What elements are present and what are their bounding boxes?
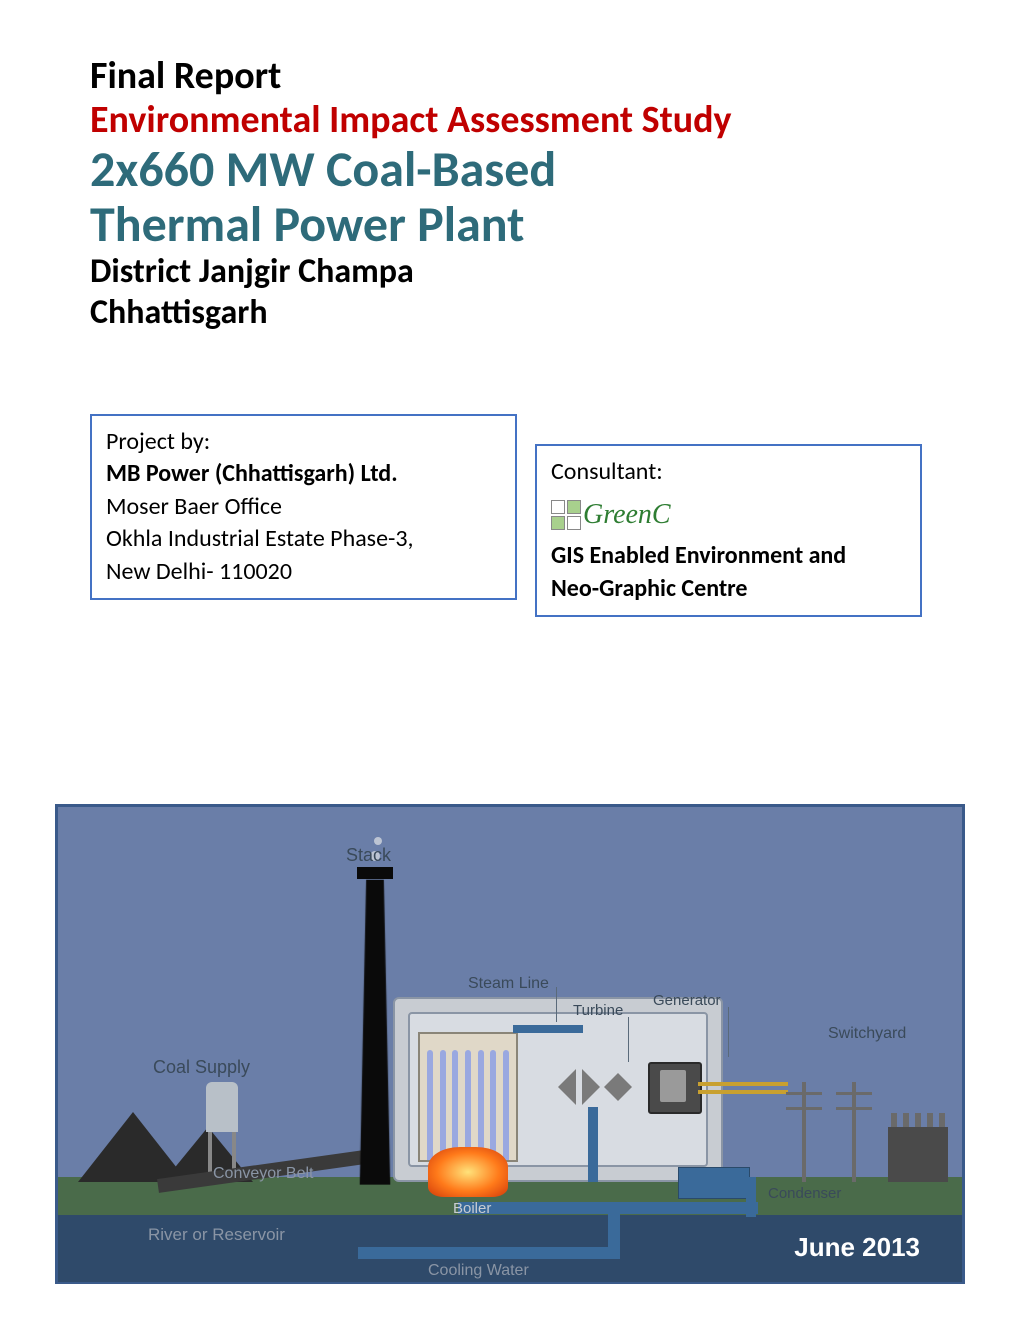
lead-turbine xyxy=(628,1017,629,1062)
turbine xyxy=(558,1067,638,1107)
power-line xyxy=(698,1082,788,1086)
report-line1: Final Report xyxy=(90,55,930,99)
project-box: Project by: MB Power (Chhattisgarh) Ltd.… xyxy=(90,414,517,600)
transformer xyxy=(888,1127,948,1182)
generator-core xyxy=(660,1070,686,1102)
label-condenser: Condenser xyxy=(768,1185,841,1202)
consultant-logo: GreenC xyxy=(551,496,906,534)
label-steam-line: Steam Line xyxy=(468,975,549,993)
smoke-2 xyxy=(374,837,382,845)
title-line2: Thermal Power Plant xyxy=(90,197,930,252)
cool-pipe-v xyxy=(608,1202,620,1259)
label-switchyard: Switchyard xyxy=(828,1025,906,1043)
label-coal-supply: Coal Supply xyxy=(153,1057,250,1078)
project-addr3: New Delhi- 110020 xyxy=(106,556,501,588)
label-conveyor: Conveyor Belt xyxy=(213,1165,314,1183)
cool-pipe-down xyxy=(588,1107,598,1182)
logo-text: GreenC xyxy=(583,496,671,534)
steam-line-pipe xyxy=(513,1025,583,1033)
condenser xyxy=(678,1167,750,1199)
label-river: River or Reservoir xyxy=(148,1225,285,1245)
consultant-box: Consultant: GreenC GIS Enabled Environme… xyxy=(535,444,922,617)
project-company: MB Power (Chhattisgarh) Ltd. xyxy=(106,458,501,490)
label-cooling: Cooling Water xyxy=(428,1262,529,1280)
plant-diagram: Stack Coal Supply Conveyor Belt River or… xyxy=(55,804,965,1284)
boiler-flame xyxy=(428,1147,508,1197)
report-line2: Environmental Impact Assessment Study xyxy=(90,99,930,143)
date-label: June 2013 xyxy=(794,1232,920,1263)
consultant-org1: GIS Enabled Environment and xyxy=(551,540,906,572)
label-generator: Generator xyxy=(653,992,721,1009)
location-line2: Chhattisgarh xyxy=(90,293,930,334)
pylon-1 xyxy=(778,1082,828,1172)
boiler xyxy=(418,1032,518,1162)
cool-pipe-h2 xyxy=(358,1247,618,1259)
label-stack: Stack xyxy=(346,845,391,866)
coal-silo xyxy=(206,1082,238,1132)
pylon-2 xyxy=(828,1082,878,1172)
power-line-2 xyxy=(698,1090,788,1094)
location-line1: District Janjgir Champa xyxy=(90,252,930,293)
title-line1: 2x660 MW Coal-Based xyxy=(90,142,930,197)
label-boiler: Boiler xyxy=(453,1200,491,1217)
logo-grid-icon xyxy=(551,500,581,530)
cool-pipe-return xyxy=(746,1177,756,1217)
lead-steam xyxy=(556,987,557,1022)
consultant-org2: Neo-Graphic Centre xyxy=(551,573,906,605)
project-label: Project by: xyxy=(106,426,501,458)
lead-generator xyxy=(728,1007,729,1057)
stack-cap xyxy=(357,867,393,879)
consultant-label: Consultant: xyxy=(551,456,906,488)
project-addr1: Moser Baer Office xyxy=(106,491,501,523)
project-addr2: Okhla Industrial Estate Phase-3, xyxy=(106,523,501,555)
label-turbine: Turbine xyxy=(573,1002,623,1019)
